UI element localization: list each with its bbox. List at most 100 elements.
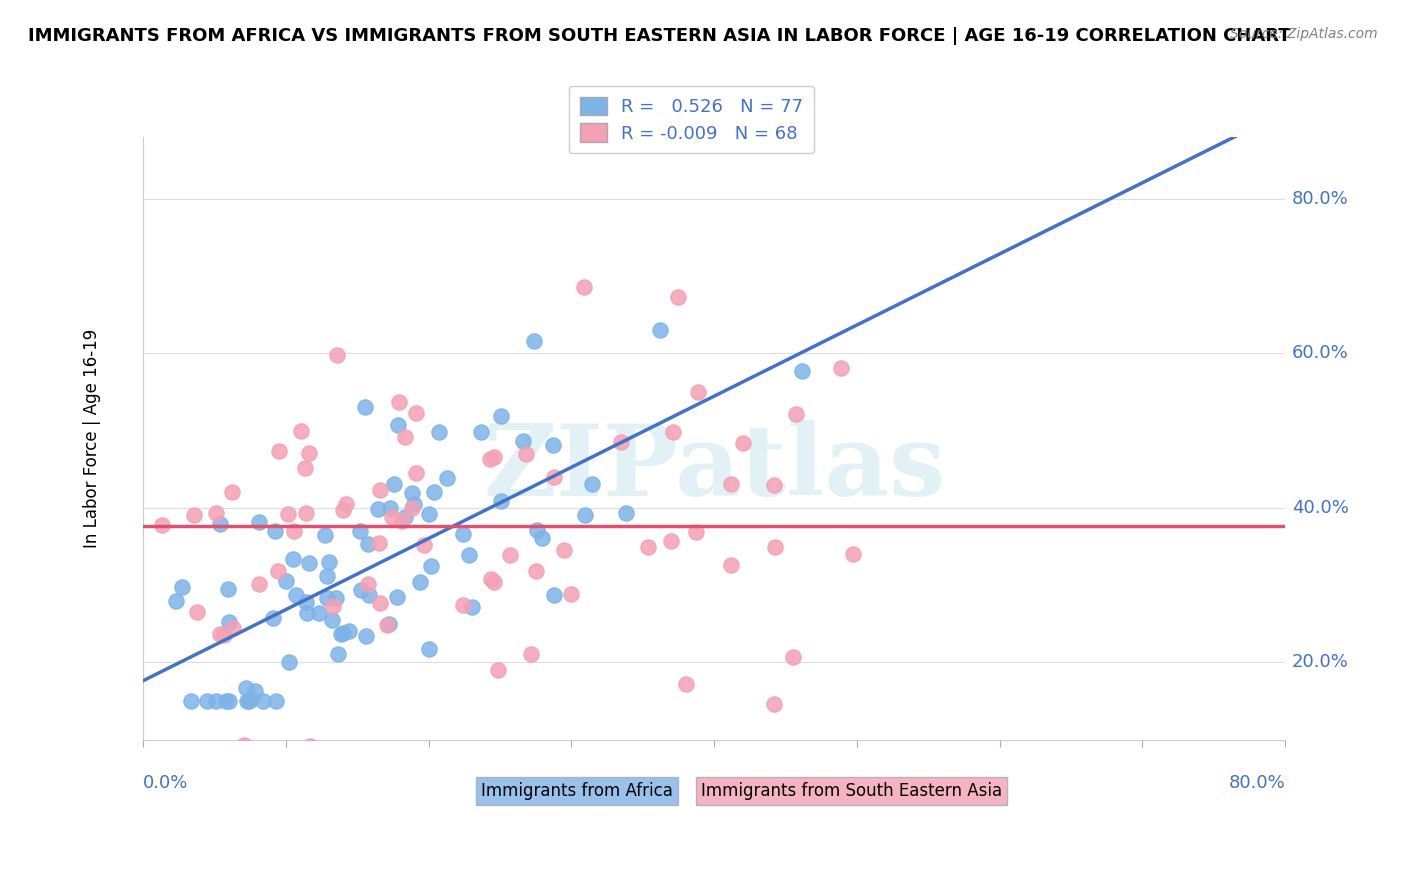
Point: [335, 497, 357, 511]
Point: [247, 577, 270, 591]
Point: [368, 483, 391, 497]
Point: [218, 615, 240, 629]
Point: [294, 460, 316, 475]
Point: [436, 470, 458, 484]
Point: [489, 493, 512, 508]
Point: [326, 348, 349, 362]
Point: [221, 485, 243, 500]
Point: [610, 434, 633, 449]
Point: [208, 627, 231, 641]
Point: [267, 564, 290, 578]
Point: [523, 334, 546, 348]
Point: [675, 676, 697, 690]
Text: 20.0%: 20.0%: [1292, 653, 1348, 672]
Point: [520, 647, 543, 661]
Point: [263, 524, 285, 539]
Point: [648, 322, 671, 336]
Point: [637, 541, 659, 555]
Point: [330, 627, 353, 641]
Point: [277, 507, 299, 521]
Point: [420, 558, 443, 573]
Point: [451, 527, 474, 541]
Point: [479, 572, 502, 586]
Point: [170, 580, 193, 594]
Point: [830, 360, 852, 375]
Text: ZIPatlas: ZIPatlas: [482, 420, 945, 517]
Point: [401, 486, 423, 500]
Text: Source: ZipAtlas.com: Source: ZipAtlas.com: [1230, 27, 1378, 41]
Point: [308, 606, 330, 620]
Point: [470, 425, 492, 439]
Point: [217, 582, 239, 597]
Point: [283, 524, 305, 538]
Point: [405, 406, 427, 420]
Point: [782, 650, 804, 665]
Point: [541, 438, 564, 452]
Point: [378, 616, 401, 631]
Point: [208, 517, 231, 532]
Point: [394, 510, 416, 524]
Point: [385, 590, 408, 604]
Text: 80.0%: 80.0%: [1229, 774, 1285, 792]
Point: [491, 409, 513, 423]
Point: [205, 694, 228, 708]
Point: [614, 507, 637, 521]
Point: [380, 509, 402, 524]
Point: [526, 524, 548, 538]
Point: [418, 507, 440, 521]
Point: [762, 697, 785, 711]
Text: IMMIGRANTS FROM AFRICA VS IMMIGRANTS FROM SOUTH EASTERN ASIA IN LABOR FORCE | AG: IMMIGRANTS FROM AFRICA VS IMMIGRANTS FRO…: [28, 27, 1291, 45]
Point: [359, 588, 381, 602]
Point: [332, 626, 354, 640]
Point: [427, 425, 450, 439]
Point: [405, 466, 427, 480]
Point: [357, 537, 380, 551]
Point: [512, 434, 534, 449]
Point: [479, 451, 502, 466]
Point: [499, 549, 522, 563]
Point: [530, 531, 553, 545]
Point: [205, 506, 228, 520]
Point: [401, 500, 423, 515]
Point: [222, 621, 245, 635]
Point: [245, 683, 267, 698]
Point: [790, 364, 813, 378]
Point: [451, 598, 474, 612]
Point: [484, 450, 506, 464]
Point: [486, 664, 509, 678]
Point: [356, 629, 378, 643]
Point: [412, 538, 434, 552]
Text: In Labor Force | Age 16-19: In Labor Force | Age 16-19: [83, 329, 101, 548]
Point: [394, 430, 416, 444]
Point: [321, 614, 343, 628]
Point: [150, 518, 173, 533]
Point: [785, 407, 807, 421]
Point: [666, 290, 689, 304]
Point: [515, 447, 537, 461]
Point: [370, 596, 392, 610]
Text: Immigrants from Africa: Immigrants from Africa: [481, 781, 673, 800]
Point: [215, 694, 238, 708]
Point: [388, 395, 411, 409]
Point: [165, 593, 187, 607]
Point: [332, 503, 354, 517]
Point: [458, 548, 481, 562]
Point: [763, 540, 786, 554]
Point: [278, 655, 301, 669]
Point: [409, 575, 432, 590]
Text: 40.0%: 40.0%: [1292, 499, 1348, 516]
Point: [553, 543, 575, 558]
Point: [686, 385, 709, 400]
Point: [574, 508, 596, 522]
Point: [295, 507, 318, 521]
Point: [195, 694, 218, 708]
Point: [238, 694, 260, 708]
Point: [252, 694, 274, 708]
Point: [295, 595, 318, 609]
Point: [391, 514, 413, 528]
Legend: R =   0.526   N = 77, R = -0.009   N = 68: R = 0.526 N = 77, R = -0.009 N = 68: [568, 86, 814, 153]
Point: [267, 444, 290, 458]
Point: [350, 582, 373, 597]
Point: [543, 588, 565, 602]
Point: [240, 692, 263, 706]
